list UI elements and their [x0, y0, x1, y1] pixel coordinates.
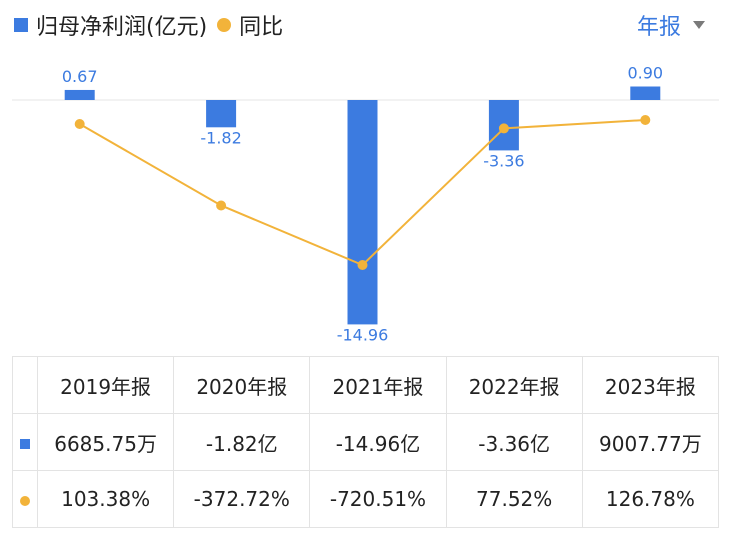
yoy-point — [640, 115, 651, 125]
dot-marker-icon — [20, 496, 30, 506]
bar-mark — [64, 89, 95, 100]
bar-data-label: 0.90 — [627, 64, 663, 83]
profit-cell: 6685.75万 — [36, 413, 175, 471]
profit-cell: -14.96亿 — [309, 413, 447, 471]
yoy-point — [74, 119, 85, 130]
line-series-swatch — [217, 18, 232, 32]
period-selector[interactable]: 年报 — [637, 10, 705, 40]
chevron-down-icon — [693, 21, 705, 29]
yoy-point — [357, 260, 368, 270]
bar-series-swatch — [14, 18, 28, 32]
profit-row: 6685.75万 -1.82亿 -14.96亿 -3.36亿 9007.77万 — [12, 413, 720, 471]
profit-row-marker — [12, 413, 38, 471]
table-corner-cell — [12, 356, 38, 414]
yoy-row: 103.38% -372.72% -720.51% 77.52% 126.78% — [12, 470, 720, 528]
yoy-cell: 126.78% — [581, 470, 720, 528]
chart-legend: 归母净利润(亿元) 同比 — [14, 10, 283, 40]
bar-series-legend-label: 归母净利润(亿元) — [36, 15, 208, 40]
square-marker-icon — [20, 439, 30, 449]
yoy-cell: 77.52% — [445, 470, 583, 528]
table-header-cell: 2022年报 — [445, 356, 583, 414]
profit-chart: 0.67 -1.82 -14.96 -3.36 0.90 — [12, 64, 719, 344]
yoy-row-marker — [12, 470, 38, 528]
yoy-point — [216, 200, 227, 211]
line-series-legend-label: 同比 — [239, 15, 284, 40]
profit-cell: 9007.77万 — [581, 413, 720, 471]
table-header-cell: 2021年报 — [309, 356, 447, 414]
table-header-cell: 2020年报 — [173, 356, 311, 414]
profit-cell: -1.82亿 — [173, 413, 311, 471]
yoy-cell: -720.51% — [309, 470, 447, 528]
table-header-row: 2019年报 2020年报 2021年报 2022年报 2023年报 — [12, 356, 720, 414]
table-header-cell: 2023年报 — [581, 356, 720, 414]
bar-mark — [347, 100, 378, 325]
summary-table: 2019年报 2020年报 2021年报 2022年报 2023年报 6685.… — [12, 356, 720, 528]
bar-mark — [630, 86, 661, 100]
bar-data-label: -14.96 — [337, 325, 389, 344]
bar-data-label: -3.36 — [483, 151, 524, 170]
bar-data-label: -1.82 — [200, 128, 241, 147]
table-header-cell: 2019年报 — [36, 356, 175, 414]
bar-mark — [206, 100, 237, 128]
bar-data-label: 0.67 — [62, 67, 98, 86]
yoy-cell: 103.38% — [36, 470, 175, 528]
profit-cell: -3.36亿 — [445, 413, 583, 471]
period-selector-label: 年报 — [636, 15, 681, 40]
yoy-cell: -372.72% — [173, 470, 311, 528]
yoy-point — [498, 123, 509, 134]
